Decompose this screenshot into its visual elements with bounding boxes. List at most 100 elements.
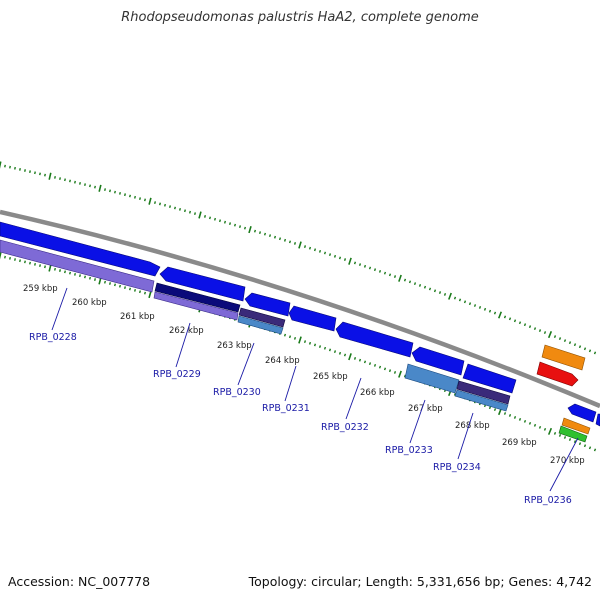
tick-mark (318, 345, 322, 349)
tick-mark (109, 282, 111, 285)
gene-label-rpb-0230[interactable]: RPB_0230 (213, 387, 261, 398)
feature-orange-upper (541, 344, 586, 371)
tick-mark (513, 319, 517, 323)
tick-mark (173, 206, 177, 210)
tick-mark (134, 195, 136, 199)
tick-mark (453, 392, 457, 396)
tick-mark (547, 331, 553, 339)
kbp-label: 261 kbp (120, 312, 155, 322)
tick-mark (228, 222, 232, 226)
tick-mark (293, 336, 297, 340)
tick-mark (193, 212, 197, 215)
feature-bar-steel-3 (454, 389, 509, 412)
tick-mark (144, 198, 146, 202)
tick-mark (528, 325, 532, 329)
tick-mark (69, 271, 71, 275)
tick-mark (293, 242, 297, 245)
gene-label-rpb-0228[interactable]: RPB_0228 (29, 332, 77, 343)
tick-mark (493, 408, 497, 412)
gene-arrow-rpb-0231[interactable] (288, 305, 337, 332)
kbp-label: 263 kbp (217, 341, 252, 351)
tick-mark (593, 448, 597, 452)
gene-label-rpb-0229[interactable]: RPB_0229 (153, 369, 201, 380)
tick-mark (568, 341, 572, 345)
tick-mark (104, 188, 106, 191)
gene-arrow-rpb-0228[interactable] (0, 221, 161, 277)
tick-mark (363, 264, 367, 268)
gene-label-rpb-0234[interactable]: RPB_0234 (433, 462, 481, 473)
tick-mark (288, 240, 292, 244)
tick-mark (148, 290, 152, 299)
tick-mark (69, 179, 71, 183)
tick-mark (268, 234, 272, 238)
tick-mark (303, 245, 307, 248)
tick-mark (123, 286, 127, 289)
tick-mark (433, 289, 437, 293)
tick-mark (333, 254, 337, 258)
tick-mark (458, 298, 462, 302)
tick-mark (253, 229, 257, 233)
inner-tick-ring (0, 252, 597, 452)
gene-arrow-rpb-0230[interactable] (244, 292, 291, 317)
tick-mark (393, 275, 397, 278)
tick-mark (19, 259, 21, 263)
gene-label-rpb-0232[interactable]: RPB_0232 (321, 422, 369, 433)
tick-mark (34, 262, 36, 266)
accession-text: Accession: NC_007778 (8, 574, 151, 589)
tick-mark (503, 412, 507, 415)
tick-mark (398, 274, 402, 282)
tick-mark (423, 285, 427, 289)
tick-mark (308, 341, 312, 345)
tick-mark (533, 327, 537, 331)
tick-mark (278, 237, 282, 241)
tick-mark (44, 173, 46, 177)
tick-mark (59, 269, 61, 272)
gene-arrow-rpb-0236b[interactable] (595, 413, 600, 427)
tick-mark (338, 256, 342, 260)
gene-arrow-rpb-0229[interactable] (159, 266, 246, 302)
tick-mark (138, 290, 142, 294)
tick-mark (283, 238, 287, 242)
tick-mark (178, 208, 182, 211)
tick-mark (588, 349, 592, 353)
tick-mark (213, 217, 217, 221)
gene-arrow-rpb-0234[interactable] (462, 363, 517, 394)
tick-mark (59, 177, 61, 180)
tick-mark (84, 183, 86, 187)
tick-mark (373, 363, 377, 367)
tick-mark (563, 436, 567, 439)
tick-mark (393, 371, 397, 374)
tick-mark (497, 311, 503, 319)
gene-arrow-rpb-0233[interactable] (411, 346, 465, 376)
kbp-label: 268 kbp (455, 421, 490, 431)
gene-label-rpb-0236[interactable]: RPB_0236 (524, 495, 572, 506)
tick-mark (348, 257, 352, 265)
kbp-label: 259 kbp (23, 284, 58, 294)
tick-mark (508, 414, 512, 417)
kbp-label: 266 kbp (360, 388, 395, 398)
tick-mark (333, 350, 337, 354)
tick-mark (114, 190, 116, 194)
tick-mark (368, 362, 372, 366)
tick-mark (48, 172, 52, 180)
gene-arrow-rpb-0232[interactable] (335, 321, 414, 358)
tick-mark (79, 274, 81, 278)
tick-mark (238, 225, 242, 228)
tick-mark (313, 343, 317, 347)
gene-arrow-rpb-0236[interactable] (567, 403, 597, 423)
tick-mark (313, 248, 317, 252)
gene-label-rpb-0233[interactable]: RPB_0233 (385, 445, 433, 456)
tick-mark (348, 353, 352, 361)
feature-bar-dark-1 (154, 282, 241, 313)
tick-mark (19, 168, 21, 171)
tick-mark (298, 336, 302, 344)
gene-label-rpb-0231[interactable]: RPB_0231 (262, 403, 310, 414)
tick-mark (218, 219, 222, 223)
tick-mark (343, 353, 347, 357)
tick-mark (523, 323, 527, 327)
tick-mark (4, 255, 6, 259)
tick-mark (513, 416, 517, 419)
tick-mark (119, 192, 121, 195)
tick-mark (418, 283, 422, 287)
